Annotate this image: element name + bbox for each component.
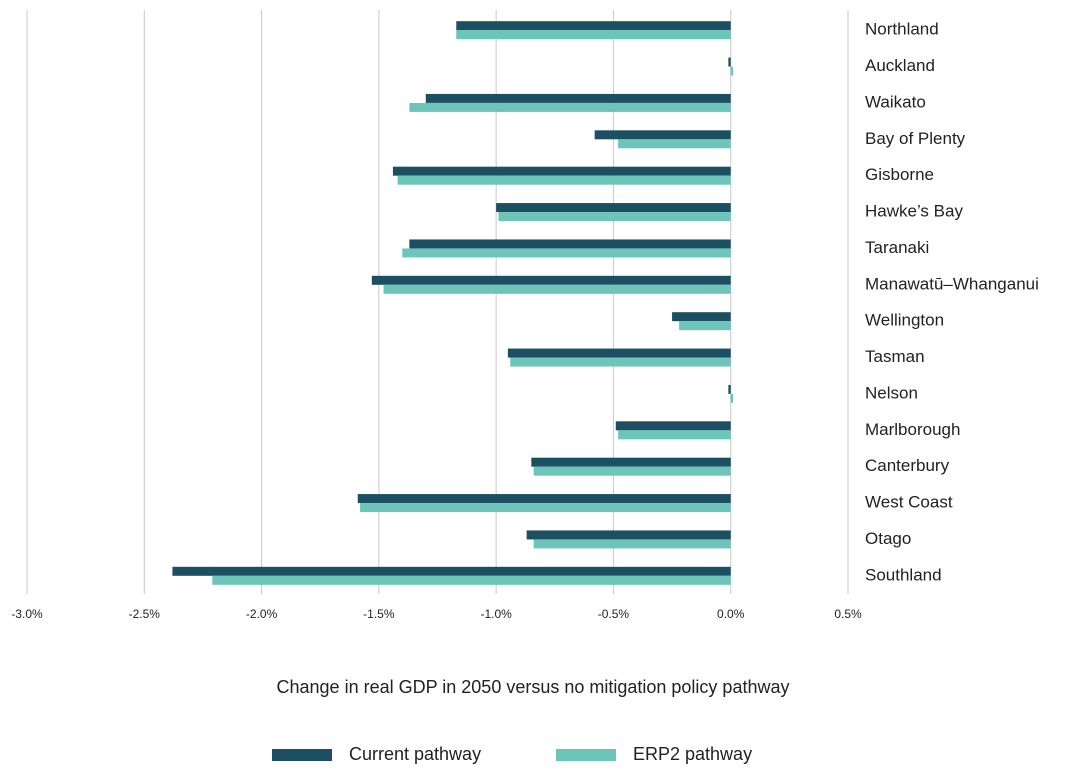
bar (531, 457, 731, 467)
x-tick-label: 0.0% (717, 607, 745, 621)
bar (615, 421, 731, 431)
y-tick-label: Northland (865, 20, 939, 39)
bar (402, 248, 731, 258)
y-tick-label: Tasman (865, 347, 925, 366)
bar (409, 102, 731, 112)
x-tick-label: -0.5% (598, 607, 630, 621)
bar (496, 203, 731, 213)
legend-label: Current pathway (349, 744, 481, 764)
x-tick-label: -2.5% (129, 607, 161, 621)
bar (456, 30, 731, 40)
legend-swatch (272, 749, 332, 761)
y-tick-label: Gisborne (865, 165, 934, 184)
bar (357, 494, 731, 504)
bar (618, 139, 731, 149)
bar (425, 93, 731, 103)
y-tick-label: Nelson (865, 383, 918, 402)
bar (728, 57, 731, 67)
y-tick-label: Taranaki (865, 238, 929, 257)
y-tick-label: Canterbury (865, 456, 950, 475)
bar (409, 239, 731, 249)
x-tick-label: 0.5% (834, 607, 862, 621)
bar (510, 357, 731, 367)
y-tick-label: Wellington (865, 311, 944, 330)
bar (360, 503, 731, 513)
y-tick-label: West Coast (865, 493, 953, 512)
bar (456, 21, 731, 31)
y-tick-label: Auckland (865, 56, 935, 75)
bar (383, 284, 731, 294)
y-tick-label: Hawke’s Bay (865, 202, 963, 221)
legend-swatch (556, 749, 616, 761)
bar (730, 393, 734, 403)
x-axis-title: Change in real GDP in 2050 versus no mit… (277, 677, 790, 697)
x-tick-label: -2.0% (246, 607, 278, 621)
bar (594, 130, 731, 140)
bar (533, 539, 731, 549)
bar (212, 575, 731, 585)
y-tick-label: Waikato (865, 92, 926, 111)
y-tick-label: Otago (865, 529, 911, 548)
bar (507, 348, 731, 358)
bar (392, 166, 731, 176)
x-tick-label: -3.0% (11, 607, 43, 621)
bar (679, 321, 731, 331)
y-tick-label: Southland (865, 565, 942, 584)
legend-label: ERP2 pathway (633, 744, 752, 764)
bar (526, 530, 731, 540)
x-tick-label: -1.0% (480, 607, 512, 621)
y-tick-label: Bay of Plenty (865, 129, 966, 148)
bar (498, 212, 731, 222)
bar (618, 430, 731, 440)
y-tick-label: Manawatū–Whanganui (865, 274, 1039, 293)
bar (730, 66, 734, 76)
bar (172, 566, 731, 576)
bar (533, 466, 731, 476)
y-tick-label: Marlborough (865, 420, 960, 439)
bar (672, 312, 731, 322)
x-tick-label: -1.5% (363, 607, 395, 621)
bar (728, 384, 731, 394)
bar (371, 275, 731, 285)
bar (397, 175, 731, 185)
